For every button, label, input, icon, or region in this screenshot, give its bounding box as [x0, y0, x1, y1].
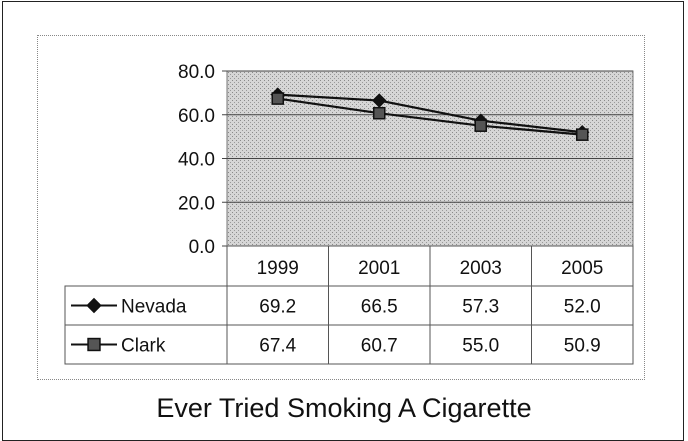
y-tick-label: 80.0: [178, 62, 215, 83]
data-point-clark: [271, 92, 285, 105]
x-category-label: 2005: [561, 258, 603, 279]
y-tick-label: 40.0: [178, 150, 215, 171]
data-point-clark: [372, 106, 386, 120]
data-table-value: 60.7: [361, 336, 398, 357]
data-table-value: 50.9: [564, 336, 601, 357]
y-tick-label: 0.0: [189, 237, 215, 258]
data-table-value: 66.5: [361, 297, 398, 318]
data-table-value: 52.0: [564, 297, 601, 318]
data-point-clark: [474, 119, 488, 132]
series-line-clark: [277, 97, 583, 136]
legend-key-marker: [86, 297, 102, 314]
legend-key-marker: [87, 337, 101, 352]
data-table-value: 57.3: [462, 297, 499, 318]
x-category-label: 1999: [257, 258, 299, 279]
x-category-label: 2001: [358, 258, 400, 279]
data-table-value: 55.0: [462, 336, 499, 357]
y-tick-label: 20.0: [178, 193, 215, 214]
chart-area: [37, 35, 645, 380]
legend-series-name: Clark: [121, 336, 166, 357]
series-line-nevada: [277, 93, 583, 134]
data-table-value: 69.2: [259, 297, 296, 318]
data-table-value: 67.4: [259, 336, 296, 357]
x-category-label: 2003: [460, 258, 502, 279]
y-tick-label: 60.0: [178, 106, 215, 127]
chart-title: Ever Tried Smoking A Cigarette: [156, 393, 532, 423]
data-point-clark: [575, 128, 589, 141]
legend-series-name: Nevada: [121, 297, 187, 318]
